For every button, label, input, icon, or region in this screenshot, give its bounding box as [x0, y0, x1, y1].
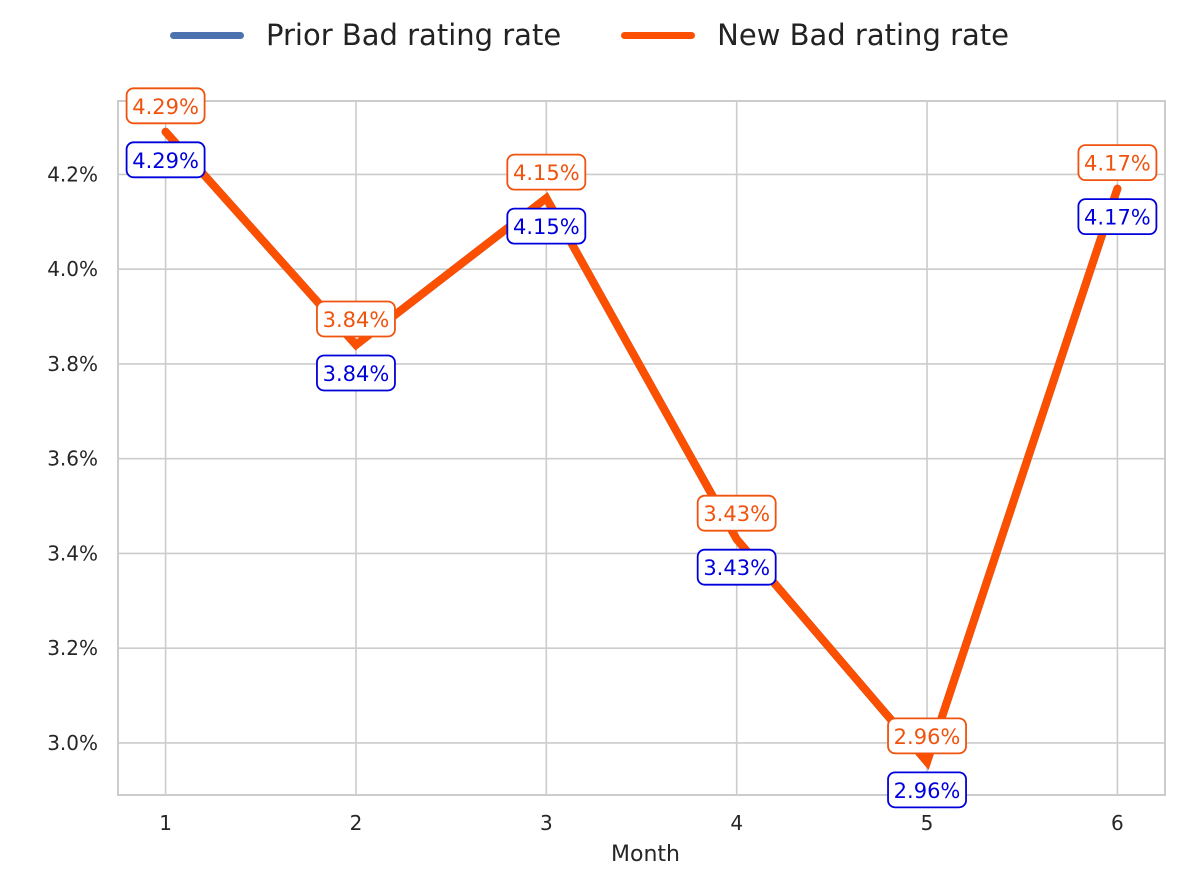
y-tick-label: 3.2% — [47, 636, 98, 660]
data-label-prior-box — [1077, 198, 1158, 236]
x-axis-label: Month — [611, 842, 680, 867]
legend-item-new: New Bad rating rate — [621, 18, 1009, 52]
x-tick-label: 1 — [159, 811, 172, 835]
x-tick-label: 5 — [921, 811, 934, 835]
y-tick-label: 3.4% — [47, 541, 98, 565]
x-tick-label: 3 — [540, 811, 553, 835]
data-label-prior: 2.96% — [894, 779, 961, 803]
legend-label-prior: Prior Bad rating rate — [266, 18, 562, 52]
data-label-new-box — [1077, 144, 1158, 182]
data-label-new-box — [696, 494, 777, 532]
data-label-new-box — [125, 87, 206, 125]
data-label-new: 2.96% — [894, 725, 961, 749]
data-label-new: 4.15% — [513, 161, 580, 185]
y-tick-label: 3.6% — [47, 447, 98, 471]
y-tick-label: 3.8% — [47, 352, 98, 376]
y-tick-label: 4.0% — [47, 257, 98, 281]
legend-item-prior: Prior Bad rating rate — [170, 18, 561, 52]
plot-frame — [117, 100, 1166, 796]
data-label-new: 3.84% — [323, 308, 390, 332]
data-label-prior: 4.15% — [513, 215, 580, 239]
data-label-prior-box — [887, 771, 967, 809]
data-label-prior: 3.43% — [703, 556, 770, 580]
legend-swatch-new — [621, 31, 696, 39]
x-tick-label: 6 — [1111, 811, 1124, 835]
series-line-0 — [161, 127, 1122, 770]
legend-label-new: New Bad rating rate — [717, 18, 1009, 52]
data-label-new: 4.29% — [132, 95, 199, 119]
data-label-new: 4.17% — [1084, 152, 1151, 176]
series-line-1 — [161, 127, 1122, 770]
y-tick-label: 4.2% — [47, 162, 98, 186]
data-label-prior: 3.84% — [323, 362, 390, 386]
data-label-prior: 4.17% — [1084, 206, 1151, 230]
data-label-new-box — [316, 300, 396, 338]
data-label-new: 3.43% — [703, 502, 770, 526]
y-tick-label: 3.0% — [47, 731, 98, 755]
legend: Prior Bad rating rate New Bad rating rat… — [0, 18, 1179, 52]
data-label-prior-box — [506, 207, 587, 245]
x-tick-label: 4 — [730, 811, 743, 835]
data-label-prior-box — [696, 548, 777, 586]
data-label-prior-box — [316, 354, 396, 392]
data-label-new-box — [506, 153, 587, 191]
data-label-prior: 4.29% — [132, 149, 199, 173]
data-label-new-box — [887, 717, 967, 755]
legend-swatch-prior — [170, 31, 244, 39]
x-tick-label: 2 — [350, 811, 363, 835]
data-label-prior-box — [125, 141, 206, 179]
